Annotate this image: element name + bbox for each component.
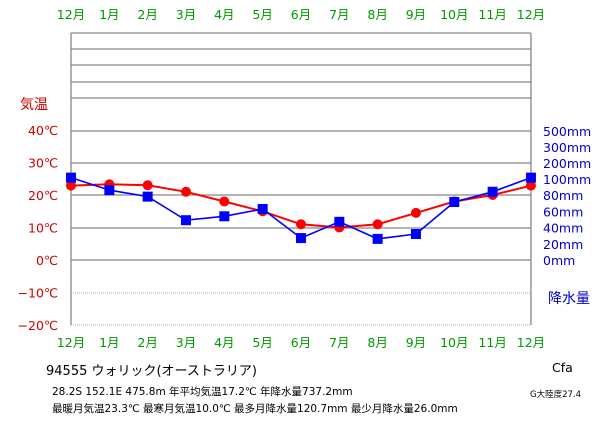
month-label: 3月 [176,7,196,22]
precipitation-tick-label: 80mm [543,188,583,203]
temperature-point [66,180,76,191]
month-label: 12月 [517,335,545,350]
precipitation-point [410,229,421,239]
temperature-axis-label: 気温 [20,97,48,113]
month-label: 11月 [478,7,506,22]
precipitation-point [142,191,153,202]
month-label: 11月 [478,335,506,350]
month-label: 2月 [137,335,157,350]
precipitation-point [66,172,76,183]
precipitation-tick-label: 300mm [543,140,591,155]
month-label: 4月 [214,335,234,350]
precipitation-point [334,216,345,227]
month-label: 12月 [57,335,85,350]
month-label: 12月 [517,7,545,22]
month-label: 6月 [291,335,311,350]
precipitation-tick-label: 60mm [543,204,583,219]
temperature-axis: 40℃ 30℃ 20℃ 10℃ 0℃ −10℃ −20℃ [18,123,58,333]
precipitation-point [525,172,536,183]
month-label: 2月 [137,7,157,22]
temperature-point [219,196,230,207]
precipitation-tick-label: 200mm [543,156,591,171]
precipitation-point [295,233,306,244]
month-label: 1月 [99,7,119,22]
month-label: 7月 [329,335,349,350]
temperature-tick-label: 20℃ [28,188,58,203]
temperature-tick-label: 10℃ [28,221,58,236]
month-label: 9月 [406,7,426,22]
temperature-tick-label: −10℃ [18,286,58,301]
precipitation-point [487,186,498,197]
data-series [66,172,536,244]
temperature-point [180,186,191,197]
precipitation-point [219,211,230,222]
temperature-tick-label: 0℃ [36,253,58,268]
month-label: 4月 [214,7,234,22]
continentality-index: G大陸度27.4 [530,390,582,400]
month-label: 3月 [176,335,196,350]
precipitation-tick-label: 40mm [543,221,583,236]
precipitation-tick-label: 20mm [543,237,583,252]
precipitation-point [257,203,268,214]
month-label: 5月 [252,335,272,350]
precipitation-tick-label: 100mm [543,172,591,187]
month-label: 12月 [57,7,85,22]
precipitation-tick-label: 0mm [543,253,575,268]
month-label: 6月 [291,7,311,22]
temperature-point [525,180,536,191]
temperature-tick-label: −20℃ [18,318,58,333]
month-label: 9月 [406,335,426,350]
precipitation-tick-label: 500mm [543,124,591,139]
precipitation-point [372,233,383,244]
precipitation-axis-label: 降水量 [548,291,590,307]
precipitation-point [449,196,460,207]
temperature-point [372,219,383,230]
chart-grid [70,32,532,326]
temperature-tick-label: 40℃ [28,123,58,138]
precipitation-point [180,215,191,226]
koppen-class: Cfa [552,360,573,375]
month-label: 5月 [252,7,272,22]
month-label: 10月 [440,7,468,22]
temperature-point [295,219,306,230]
temperature-point [142,180,153,191]
precipitation-line [70,176,532,240]
station-summary-line: 28.2S 152.1E 475.8m 年平均気温17.2℃ 年降水量737.2… [52,386,353,398]
temperature-point [410,207,421,218]
station-extremes-line: 最暖月気温23.3℃ 最寒月気温10.0℃ 最多月降水量120.7mm 最少月降… [52,403,458,415]
station-name: 94555 ウォリック(オーストラリア) [46,364,257,379]
month-labels: 12月 12月 1月 1月 2月 2月 3月 3月 4月 4月 5月 5月 6月 6月 7月 7月 8月 8月 9月… [57,7,545,350]
month-label: 1月 [99,335,119,350]
climate-chart: 12月 12月 1月 1月 2月 2月 3月 3月 4月 4月 5月 5月 6月 6月 7月 7月 8月 8月 9月… [18,7,592,350]
month-label: 10月 [440,335,468,350]
month-label: 8月 [367,7,387,22]
temperature-tick-label: 30℃ [28,156,58,171]
month-label: 8月 [367,335,387,350]
month-label: 7月 [329,7,349,22]
precipitation-point [104,185,115,196]
